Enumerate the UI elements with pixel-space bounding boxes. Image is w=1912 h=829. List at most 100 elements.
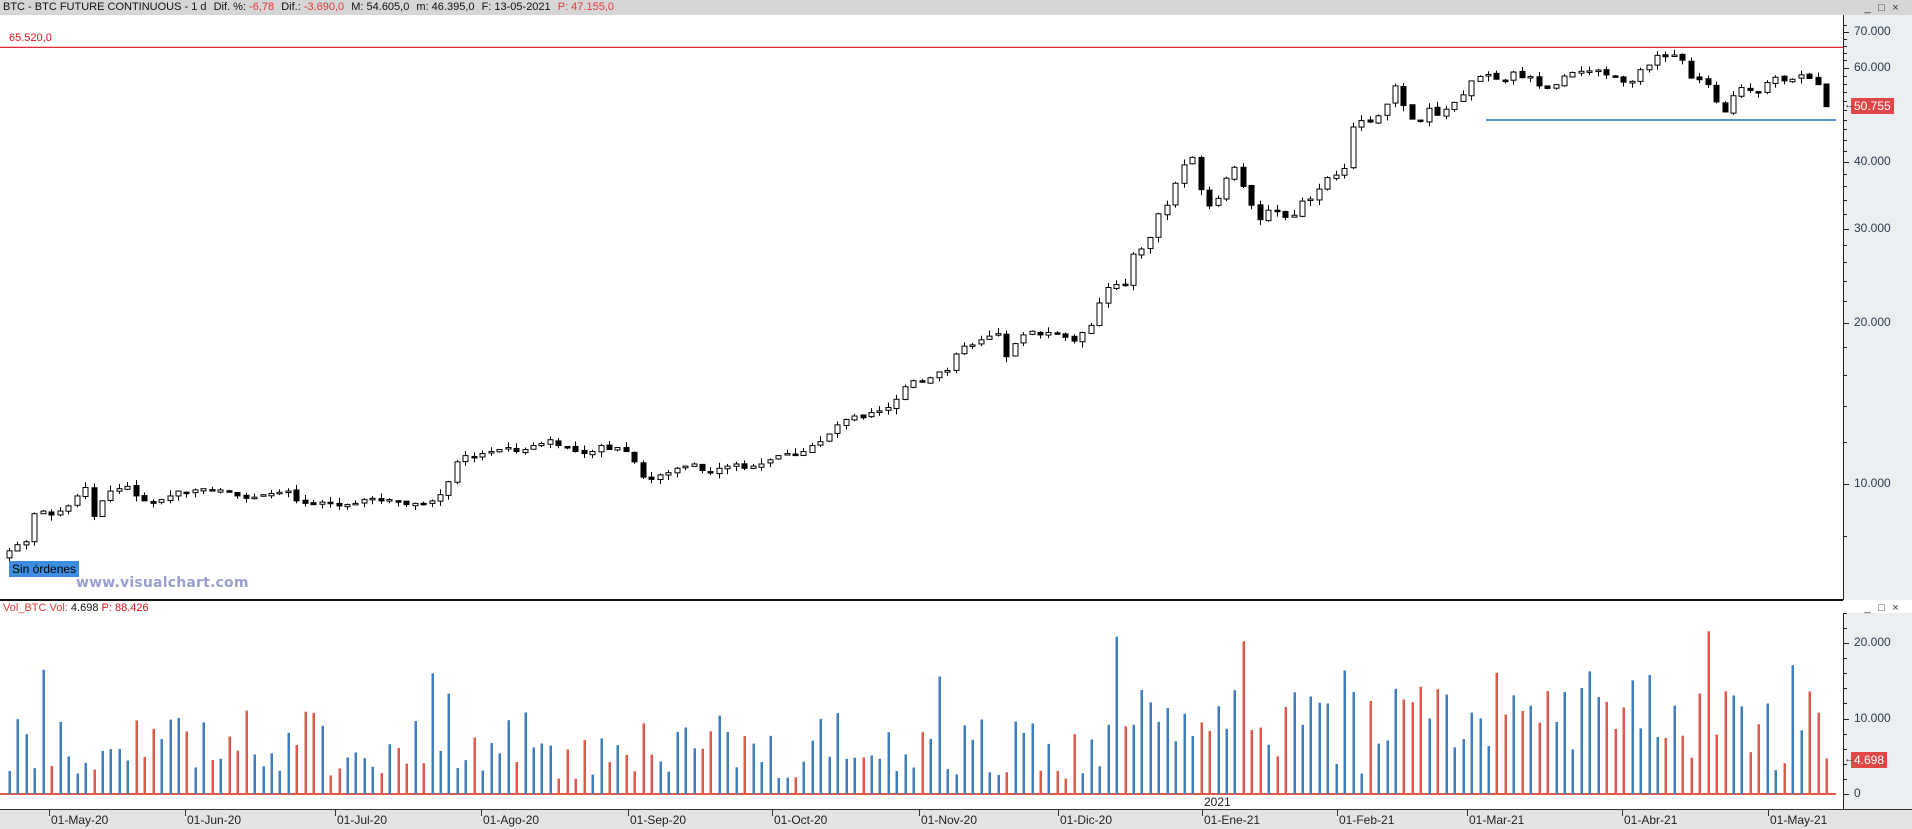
candle[interactable] <box>1460 90 1467 102</box>
volume-bar[interactable] <box>295 745 299 794</box>
candle[interactable] <box>14 541 21 552</box>
volume-bar[interactable] <box>1014 721 1018 794</box>
volume-bar[interactable] <box>1360 773 1364 794</box>
candle[interactable] <box>1637 67 1644 85</box>
candle[interactable] <box>471 452 478 463</box>
candle[interactable] <box>1299 197 1306 218</box>
close-button[interactable]: × <box>1892 602 1899 614</box>
candle[interactable] <box>699 463 706 474</box>
candle[interactable] <box>834 421 841 438</box>
candle[interactable] <box>1350 122 1357 170</box>
volume-bar[interactable] <box>1529 705 1533 794</box>
volume-bar[interactable] <box>464 760 468 794</box>
volume-bar[interactable] <box>1031 723 1035 794</box>
volume-bar[interactable] <box>1225 728 1229 794</box>
candle[interactable] <box>758 458 765 471</box>
volume-bar[interactable] <box>1571 749 1575 794</box>
volume-bar[interactable] <box>473 737 477 794</box>
candle[interactable] <box>412 502 419 510</box>
volume-bar[interactable] <box>667 771 671 794</box>
candle[interactable] <box>1333 170 1340 181</box>
volume-bar[interactable] <box>743 736 747 794</box>
volume-bar[interactable] <box>574 778 578 794</box>
candle[interactable] <box>1341 163 1348 179</box>
candle[interactable] <box>995 328 1002 337</box>
volume-bar[interactable] <box>439 750 443 794</box>
candle[interactable] <box>724 463 731 475</box>
volume-bar[interactable] <box>405 763 409 794</box>
candle[interactable] <box>1020 332 1027 347</box>
price-candlestick-plot[interactable] <box>0 0 1843 600</box>
candle[interactable] <box>1088 322 1095 335</box>
candle[interactable] <box>1215 195 1222 207</box>
candle[interactable] <box>606 441 613 451</box>
volume-bar[interactable] <box>1233 690 1237 794</box>
volume-bar[interactable] <box>1005 772 1009 794</box>
candle[interactable] <box>809 442 816 453</box>
candle[interactable] <box>657 473 664 485</box>
minimize-button[interactable]: _ <box>1864 2 1871 14</box>
candle[interactable] <box>1510 70 1517 85</box>
volume-bar[interactable] <box>1512 695 1516 794</box>
volume-bar[interactable] <box>912 767 916 794</box>
candle[interactable] <box>868 408 875 418</box>
volume-bar[interactable] <box>1064 778 1068 794</box>
volume-bar[interactable] <box>1732 695 1736 794</box>
volume-bar[interactable] <box>456 768 460 794</box>
candle[interactable] <box>1206 186 1213 210</box>
volume-bar[interactable] <box>1369 701 1373 794</box>
candle[interactable] <box>1468 80 1475 101</box>
candle[interactable] <box>1003 330 1010 363</box>
volume-bar[interactable] <box>752 743 756 794</box>
volume-bar[interactable] <box>1817 712 1821 794</box>
candle[interactable] <box>1409 104 1416 120</box>
volume-bar[interactable] <box>507 720 511 794</box>
volume-bar[interactable] <box>1740 706 1744 794</box>
volume-bar[interactable] <box>388 744 392 794</box>
candle[interactable] <box>260 494 267 497</box>
volume-bar[interactable] <box>1377 743 1381 794</box>
volume-bar[interactable] <box>346 757 350 794</box>
volume-bar[interactable] <box>1107 724 1111 794</box>
volume-bar[interactable] <box>676 731 680 794</box>
candle[interactable] <box>1654 51 1661 70</box>
volume-bar[interactable] <box>1352 692 1356 794</box>
volume-bar[interactable] <box>997 774 1001 794</box>
volume-bar[interactable] <box>701 748 705 794</box>
volume-bar[interactable] <box>1419 686 1423 794</box>
volume-bar[interactable] <box>1411 702 1415 794</box>
candle[interactable] <box>1713 81 1720 104</box>
candle[interactable] <box>691 462 698 467</box>
candle[interactable] <box>893 394 900 415</box>
volume-bar[interactable] <box>1791 665 1795 794</box>
candle[interactable] <box>1477 75 1484 82</box>
volume-bar[interactable] <box>1191 736 1195 794</box>
volume-bar[interactable] <box>25 734 29 794</box>
candle[interactable] <box>1054 331 1061 335</box>
volume-bar[interactable] <box>185 731 189 794</box>
candle[interactable] <box>243 492 250 503</box>
candle[interactable] <box>1426 103 1433 127</box>
volume-bar[interactable] <box>1335 763 1339 794</box>
volume-bar[interactable] <box>1124 726 1128 794</box>
candle[interactable] <box>1722 101 1729 113</box>
candle[interactable] <box>1553 84 1560 90</box>
candle[interactable] <box>91 483 98 521</box>
volume-bar[interactable] <box>1580 688 1584 794</box>
volume-bar[interactable] <box>971 739 975 794</box>
candle[interactable] <box>640 460 647 479</box>
volume-bar[interactable] <box>718 715 722 794</box>
volume-axis[interactable]: 20.000 10.000 0 4.698 ← <box>1843 612 1912 809</box>
volume-bar[interactable] <box>777 778 781 794</box>
candle[interactable] <box>395 500 402 507</box>
volume-bar[interactable] <box>84 762 88 794</box>
candle[interactable] <box>217 487 224 494</box>
volume-bar[interactable] <box>1394 688 1398 794</box>
volume-bar[interactable] <box>422 763 426 794</box>
candle[interactable] <box>1189 156 1196 165</box>
candle[interactable] <box>1434 101 1441 116</box>
candle[interactable] <box>1789 78 1796 83</box>
volume-bar[interactable] <box>338 768 342 794</box>
maximize-button[interactable]: □ <box>1878 602 1885 614</box>
volume-bar[interactable] <box>16 719 20 794</box>
